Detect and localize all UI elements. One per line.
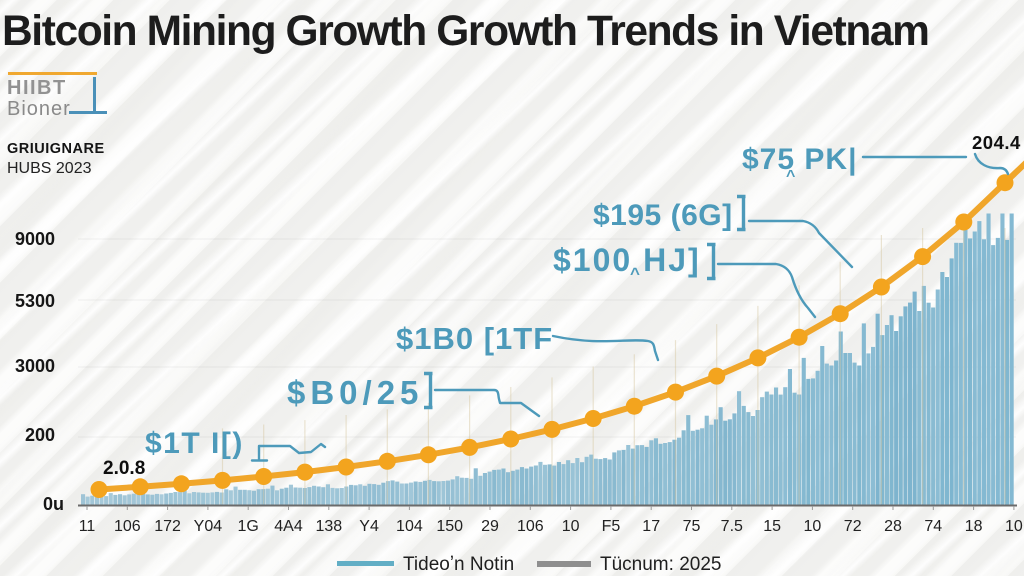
svg-text:$75 PK|: $75 PK| [742,143,857,176]
svg-text:$B0/25: $B0/25 [287,374,423,411]
svg-text:7.5: 7.5 [721,518,743,535]
svg-text:74: 74 [924,518,942,535]
svg-text:Y04: Y04 [194,518,223,535]
svg-text:138: 138 [315,518,342,535]
svg-text:$100 HJ]: $100 HJ] [553,242,701,278]
svg-text:0u: 0u [43,494,64,514]
svg-text:18: 18 [965,518,983,535]
svg-text:$195 (6G]: $195 (6G] [593,199,733,232]
svg-text:29: 29 [481,518,499,535]
svg-text:10: 10 [1005,518,1023,535]
svg-text:5300: 5300 [15,291,55,311]
svg-text:9000: 9000 [15,229,55,249]
svg-text:3000: 3000 [15,356,55,376]
svg-text:Y4: Y4 [359,518,379,535]
svg-text:15: 15 [763,518,781,535]
svg-text:2.0.8: 2.0.8 [103,458,145,479]
svg-text:204.4: 204.4 [972,132,1021,153]
svg-text:F5: F5 [602,518,621,535]
svg-text:^: ^ [630,264,640,283]
svg-text:106: 106 [114,518,141,535]
svg-text:150: 150 [436,518,463,535]
svg-text:75: 75 [683,518,701,535]
svg-text:200: 200 [25,425,55,445]
svg-text:10: 10 [804,518,822,535]
svg-text:11: 11 [79,518,96,535]
svg-text:172: 172 [154,518,181,535]
svg-text:4A4: 4A4 [274,518,303,535]
svg-text:17: 17 [642,518,660,535]
svg-text:72: 72 [844,518,862,535]
svg-text:$1T I[): $1T I[) [145,427,244,460]
svg-text:^: ^ [786,168,795,185]
svg-text:1G: 1G [238,518,259,535]
svg-text:10: 10 [562,518,580,535]
svg-text:106: 106 [517,518,544,535]
svg-text:104: 104 [396,518,423,535]
svg-text:28: 28 [884,518,902,535]
svg-text:$1B0 [1TF: $1B0 [1TF [396,321,553,356]
